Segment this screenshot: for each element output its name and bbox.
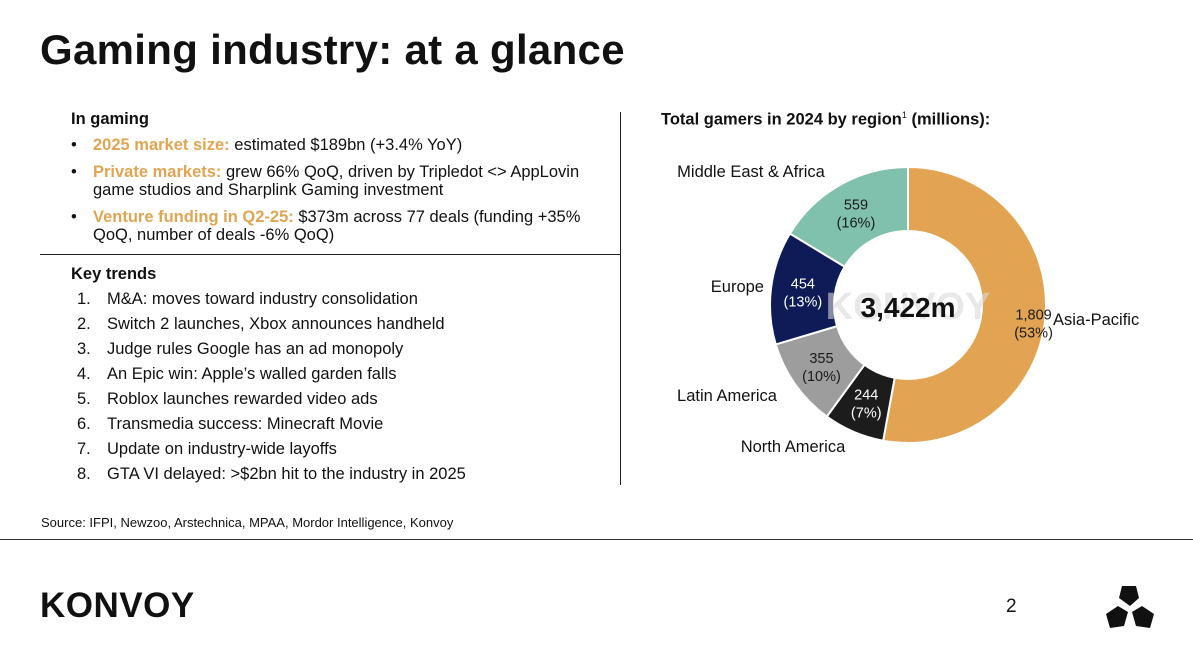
- trend-item: 4. An Epic win: Apple’s walled garden fal…: [71, 363, 466, 388]
- slice-value-label: 1,809: [1015, 308, 1051, 324]
- section-divider-vertical: [620, 112, 621, 485]
- page-number: 2: [1006, 596, 1017, 617]
- category-label: Europe: [711, 278, 764, 296]
- trend-text: M&A: moves toward industry consolidation: [107, 290, 418, 308]
- trend-number: 1.: [77, 290, 91, 308]
- slice-asia-pacific: [882, 165, 1047, 444]
- bullet-text: grew 66% QoQ, driven by Tripledot <> App…: [93, 162, 580, 200]
- chart-title-footnote: 1: [901, 110, 907, 120]
- chart-watermark: KONVOY: [826, 286, 991, 328]
- slice-percent-label: (10%): [802, 369, 841, 385]
- konvoy-mark-icon: [1106, 586, 1154, 628]
- category-label: Asia-Pacific: [1053, 311, 1139, 329]
- konvoy-logo: KONVOY: [40, 586, 195, 625]
- mark-left-shape: [1106, 606, 1128, 628]
- category-label: Middle East & Africa: [677, 163, 825, 181]
- slice-percent-label: (13%): [784, 295, 823, 311]
- chart-title: Total gamers in 2024 by region1 (million…: [661, 110, 990, 130]
- bullet-dot: •: [71, 136, 77, 154]
- chart-center-total: 3,422m: [861, 292, 956, 323]
- slice-value-label: 559: [844, 198, 868, 214]
- bullet-dot: •: [71, 162, 77, 181]
- bullet-private-markets: • Private markets: grew 66% QoQ, driven …: [71, 163, 621, 200]
- in-gaming-heading: In gaming: [71, 110, 149, 128]
- slice-middle-east-africa: [788, 165, 909, 269]
- slice-value-label: 244: [854, 387, 878, 403]
- section-divider-horizontal: [40, 254, 620, 255]
- trend-number: 2.: [77, 315, 91, 333]
- trend-text: Transmedia success: Minecraft Movie: [107, 415, 384, 433]
- trend-text: Roblox launches rewarded video ads: [107, 390, 378, 408]
- trend-text: Switch 2 launches, Xbox announces handhe…: [107, 315, 445, 333]
- slice-north-america: [825, 363, 896, 442]
- trend-item: 3. Judge rules Google has an ad monopoly: [71, 338, 466, 363]
- bullet-highlight: 2025 market size:: [93, 136, 230, 154]
- key-trends-heading: Key trends: [71, 265, 157, 283]
- trend-text: Update on industry-wide layoffs: [107, 440, 337, 458]
- bullet-highlight: Private markets:: [93, 162, 222, 181]
- chart-title-text: Total gamers in 2024 by region: [661, 110, 902, 129]
- bullet-text: $373m across 77 deals (funding +35% QoQ,…: [93, 207, 581, 245]
- slice-percent-label: (53%): [1014, 326, 1053, 342]
- trend-number: 5.: [77, 390, 91, 408]
- key-trends-list: 1. M&A: moves toward industry consolidati…: [71, 288, 466, 488]
- bullet-highlight: Venture funding in Q2-25:: [93, 207, 294, 226]
- slice-percent-label: (16%): [837, 216, 876, 232]
- trend-number: 3.: [77, 340, 91, 358]
- slice-europe: [769, 232, 847, 346]
- trend-item: 6. Transmedia success: Minecraft Movie: [71, 413, 466, 438]
- trend-item: 7. Update on industry-wide layoffs: [71, 438, 466, 463]
- mark-right-shape: [1132, 606, 1154, 628]
- footer-divider: [0, 539, 1193, 540]
- trend-text: GTA VI delayed: >$2bn hit to the industr…: [107, 465, 466, 483]
- slice-value-label: 454: [791, 277, 815, 293]
- slice-value-label: 355: [809, 351, 833, 367]
- bullet-venture-funding: • Venture funding in Q2-25: $373m across…: [71, 208, 621, 245]
- trend-item: 1. M&A: moves toward industry consolidati…: [71, 288, 466, 313]
- trend-number: 6.: [77, 415, 91, 433]
- bullet-dot: •: [71, 207, 77, 226]
- trend-text: Judge rules Google has an ad monopoly: [107, 340, 404, 358]
- slice-percent-label: (7%): [851, 405, 882, 421]
- slice-latin-america: [774, 324, 866, 418]
- bullet-text: estimated $189bn (+3.4% YoY): [229, 136, 463, 154]
- trend-item: 5. Roblox launches rewarded video ads: [71, 388, 466, 413]
- trend-item: 8. GTA VI delayed: >$2bn hit to the indus…: [71, 463, 466, 488]
- category-label: Latin America: [677, 387, 778, 405]
- page-title: Gaming industry: at a glance: [40, 26, 625, 73]
- in-gaming-bullets: • 2025 market size: estimated $189bn (+3…: [71, 136, 621, 253]
- category-label: North America: [741, 438, 846, 456]
- chart-title-suffix: (millions):: [906, 110, 991, 129]
- trend-number: 4.: [77, 365, 91, 383]
- trend-item: 2. Switch 2 launches, Xbox announces hand…: [71, 313, 466, 338]
- bullet-market-size: • 2025 market size: estimated $189bn (+3…: [71, 136, 621, 155]
- trend-number: 7.: [77, 440, 91, 458]
- trend-number: 8.: [77, 465, 91, 483]
- trend-text: An Epic win: Apple’s walled garden falls: [107, 365, 397, 383]
- source-note: Source: IFPI, Newzoo, Arstechnica, MPAA,…: [41, 515, 454, 530]
- mark-top-shape: [1119, 586, 1139, 606]
